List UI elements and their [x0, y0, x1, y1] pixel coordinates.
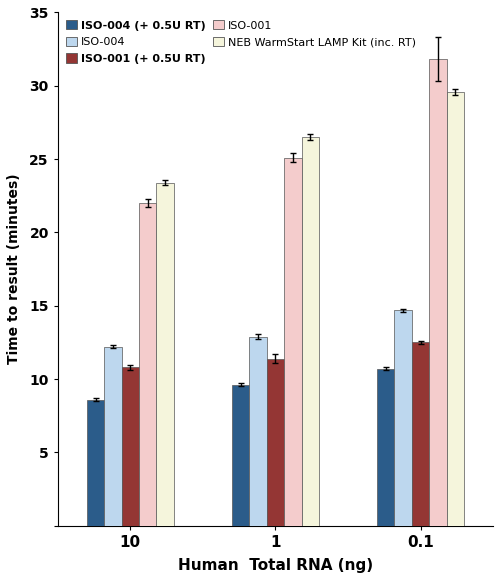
Bar: [104, 347, 122, 525]
Bar: [284, 158, 302, 525]
Bar: [122, 367, 139, 525]
Bar: [412, 342, 429, 525]
Bar: [266, 358, 284, 525]
Y-axis label: Time to result (minutes): Time to result (minutes): [7, 174, 21, 364]
Bar: [302, 137, 319, 525]
Bar: [446, 92, 464, 525]
Bar: [250, 336, 266, 525]
Bar: [87, 400, 104, 525]
Bar: [156, 183, 174, 525]
X-axis label: Human  Total RNA (ng): Human Total RNA (ng): [178, 558, 373, 573]
Bar: [377, 369, 394, 525]
Legend: ISO-004 (+ 0.5U RT), ISO-004, ISO-001 (+ 0.5U RT), ISO-001, NEB WarmStart LAMP K: ISO-004 (+ 0.5U RT), ISO-004, ISO-001 (+…: [64, 18, 418, 66]
Bar: [394, 310, 412, 525]
Bar: [232, 385, 250, 525]
Bar: [139, 203, 156, 525]
Bar: [429, 59, 446, 525]
